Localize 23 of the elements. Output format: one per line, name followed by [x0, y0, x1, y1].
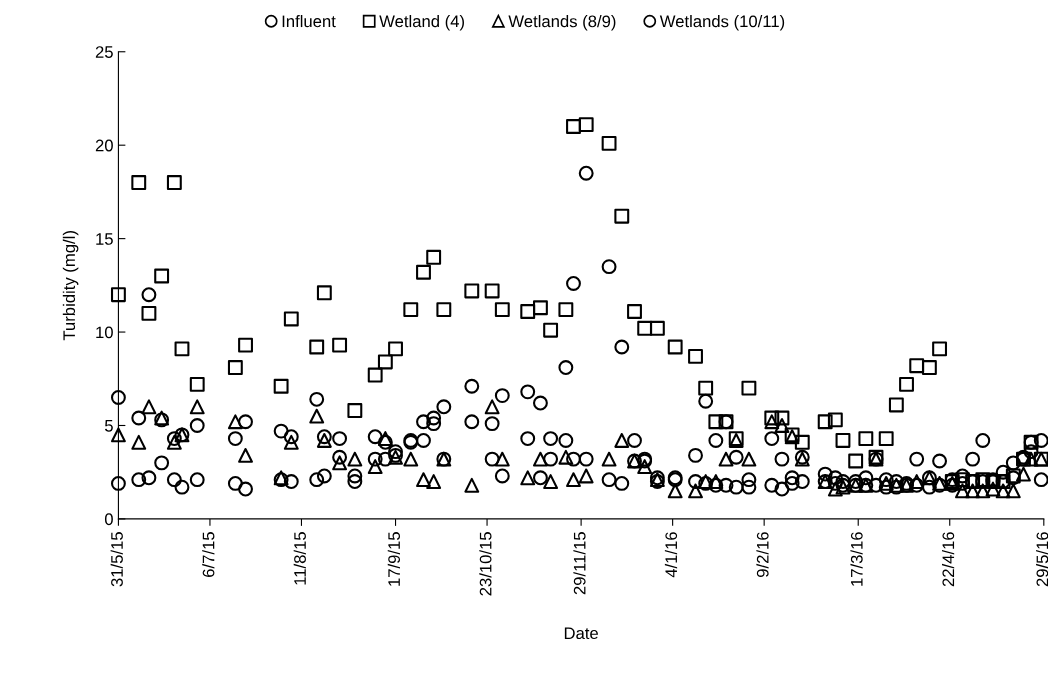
- x-tick-label: 6/7/15: [202, 532, 215, 577]
- y-tick-label: 10: [96, 326, 113, 339]
- x-tick-label: 11/8/15: [293, 532, 306, 585]
- x-tick-label: 9/2/16: [756, 532, 769, 577]
- legend-label: Wetland (4): [379, 15, 464, 31]
- x-tick-label: 31/5/15: [110, 532, 123, 587]
- y-tick-label: 20: [95, 139, 113, 152]
- x-tick-label: 23/10/15: [479, 532, 492, 596]
- y-tick-label: 5: [104, 420, 113, 432]
- x-tick-label: 22/4/16: [941, 532, 955, 587]
- x-tick-label: 29/5/16: [1036, 532, 1048, 587]
- y-tick-label: 0: [104, 513, 113, 526]
- x-tick-label: 17/9/15: [387, 532, 400, 586]
- legend-label: Wetlands (8/9): [508, 15, 616, 31]
- y-tick-label: 15: [96, 233, 113, 245]
- x-tick-label: 4/1/16: [664, 532, 678, 578]
- legend-label: Wetlands (10/11): [659, 15, 785, 31]
- x-tick-label: 29/11/15: [573, 532, 586, 595]
- y-tick-label: 25: [95, 46, 113, 58]
- legend-label: Influent: [282, 15, 336, 28]
- y-axis-title: Turbidity (mg/l): [62, 231, 79, 341]
- x-tick-label: 17/3/16: [850, 532, 863, 586]
- x-axis-title: Date: [564, 627, 598, 640]
